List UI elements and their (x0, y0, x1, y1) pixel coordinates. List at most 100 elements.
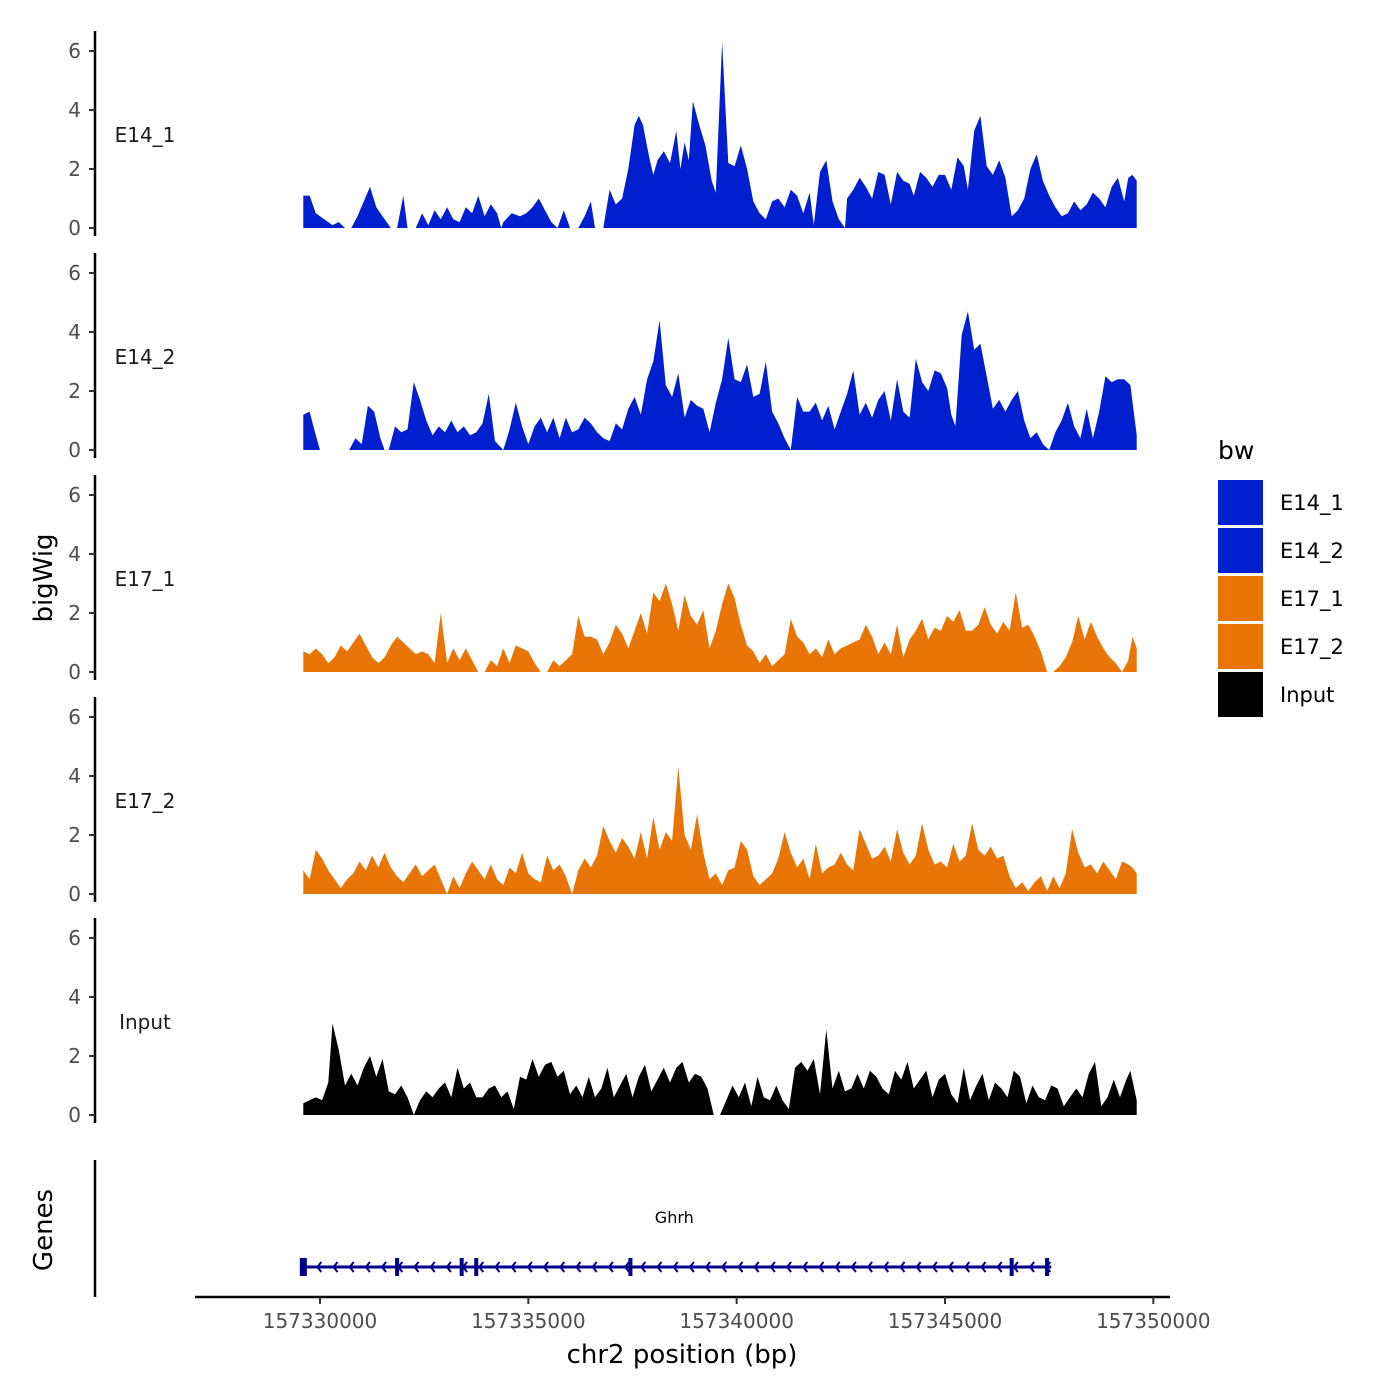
strand-arrow (883, 1261, 890, 1273)
strand-arrow (1012, 1261, 1019, 1273)
gene-name-label: Ghrh (655, 1208, 694, 1227)
exon-mark (628, 1258, 633, 1276)
strand-arrow (850, 1261, 857, 1273)
y-tick-label: 2 (68, 1044, 81, 1068)
y-tick-label: 4 (68, 985, 81, 1009)
y-tick-label: 4 (68, 98, 81, 122)
strand-arrow (640, 1261, 647, 1273)
strand-arrow (915, 1261, 922, 1273)
strand-arrow (380, 1261, 387, 1273)
strand-arrow (834, 1261, 841, 1273)
strand-arrow (607, 1261, 614, 1273)
strand-arrow (332, 1261, 339, 1273)
strand-arrow (980, 1261, 987, 1273)
exon-mark (299, 1258, 307, 1276)
strand-arrow (478, 1261, 485, 1273)
legend: bw E14_1 E14_2 E17_1 E17_2 Input (1218, 436, 1344, 717)
exon-mark (459, 1258, 464, 1276)
legend-label: E17_1 (1280, 587, 1344, 612)
y-tick-label: 4 (68, 764, 81, 788)
y-tick-label: 0 (68, 660, 81, 684)
strand-arrow (542, 1261, 549, 1273)
y-tick-label: 2 (68, 601, 81, 625)
legend-swatch (1218, 480, 1263, 525)
y-tick-label: 0 (68, 216, 81, 240)
strand-arrow (688, 1261, 695, 1273)
legend-title: bw (1218, 436, 1254, 465)
strand-arrow (364, 1261, 371, 1273)
strand-arrow (931, 1261, 938, 1273)
strand-arrow (1028, 1261, 1035, 1273)
legend-swatch (1218, 624, 1263, 669)
x-tick-label: 157345000 (888, 1309, 1003, 1333)
x-tick-label: 157350000 (1096, 1309, 1211, 1333)
y-tick-label: 6 (68, 705, 81, 729)
strand-arrow (996, 1261, 1003, 1273)
signal-tracks: 0 2 4 6 E14_1 0 2 4 6 E14_2 0 2 4 6 E17_1 0 2 4 6 E17_2 0 2 4 6… (68, 31, 1137, 1127)
track-e14-1: 0 2 4 6 E14_1 (68, 31, 1137, 240)
track-label: E17_1 (115, 567, 176, 591)
strand-arrow (737, 1261, 744, 1273)
strand-arrow (672, 1261, 679, 1273)
y-axis-title: bigWig (29, 533, 59, 622)
strand-arrow (947, 1261, 954, 1273)
gene-panel: Ghrh (93, 1160, 1052, 1297)
strand-arrow (769, 1261, 776, 1273)
strand-arrow (413, 1261, 420, 1273)
track-e14-2: 0 2 4 6 E14_2 (68, 253, 1137, 462)
signal-area-e14-1 (303, 42, 1137, 229)
x-tick-label: 157330000 (263, 1309, 378, 1333)
strand-arrow (704, 1261, 711, 1273)
strand-arrow (316, 1261, 323, 1273)
exon-mark (1009, 1258, 1014, 1276)
y-tick-label: 4 (68, 320, 81, 344)
x-tick-label: 157340000 (679, 1309, 794, 1333)
track-label: E14_1 (115, 123, 176, 147)
y-tick-label: 6 (68, 39, 81, 63)
strand-arrow (575, 1261, 582, 1273)
y-tick-label: 0 (68, 438, 81, 462)
signal-area-e17-1 (303, 583, 1137, 672)
signal-area-e17-2 (303, 767, 1137, 894)
strand-arrow (656, 1261, 663, 1273)
x-axis: 157330000 157335000 157340000 157345000 1573… (195, 1295, 1211, 1333)
legend-label: Input (1280, 683, 1334, 707)
legend-swatch (1218, 672, 1263, 717)
strand-arrow (785, 1261, 792, 1273)
track-label: E17_2 (115, 789, 176, 813)
signal-area-e14-2 (303, 311, 1137, 450)
signal-area-input (303, 1023, 1137, 1115)
x-tick-label: 157335000 (471, 1309, 586, 1333)
y-tick-label: 2 (68, 379, 81, 403)
y-tick-label: 0 (68, 1103, 81, 1127)
x-axis-title: chr2 position (bp) (567, 1340, 798, 1370)
y-tick-label: 6 (68, 261, 81, 285)
strand-arrow (429, 1261, 436, 1273)
gene-ghrh: Ghrh (299, 1208, 1052, 1276)
y-tick-label: 0 (68, 882, 81, 906)
strand-arrow (510, 1261, 517, 1273)
strand-arrow (802, 1261, 809, 1273)
track-label: E14_2 (115, 345, 176, 369)
track-label: Input (119, 1010, 171, 1034)
legend-label: E17_2 (1280, 635, 1344, 660)
strand-arrow (623, 1261, 630, 1273)
track-e17-2: 0 2 4 6 E17_2 (68, 697, 1137, 906)
strand-arrow (445, 1261, 452, 1273)
exon-mark (474, 1258, 479, 1276)
legend-label: E14_2 (1280, 539, 1344, 564)
track-e17-1: 0 2 4 6 E17_1 (68, 475, 1137, 684)
strand-arrow (818, 1261, 825, 1273)
strand-arrow (899, 1261, 906, 1273)
exon-mark (1045, 1258, 1050, 1276)
y-tick-label: 6 (68, 483, 81, 507)
legend-swatch (1218, 576, 1263, 621)
strand-arrow (348, 1261, 355, 1273)
strand-arrow (721, 1261, 728, 1273)
strand-arrow (526, 1261, 533, 1273)
strand-arrow (866, 1261, 873, 1273)
exon-mark (395, 1258, 400, 1276)
y-tick-label: 6 (68, 926, 81, 950)
track-input: 0 2 4 6 Input (68, 918, 1137, 1127)
